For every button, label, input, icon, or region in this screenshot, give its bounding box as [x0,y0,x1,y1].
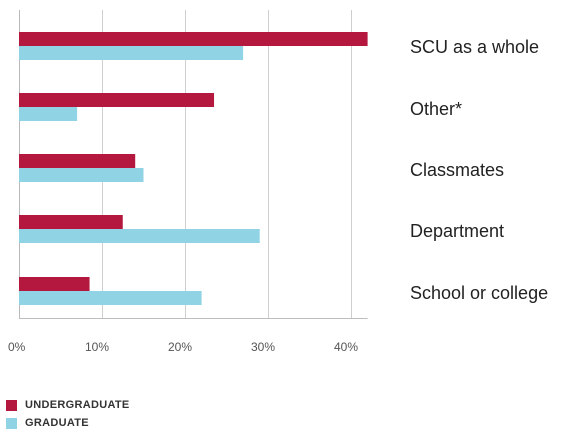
legend-label-undergraduate: UNDERGRADUATE [25,399,130,411]
bar-graduate-0 [19,46,244,60]
category-label-department: Department [410,221,505,241]
bar-undergraduate-1 [19,93,215,107]
legend-swatch-undergraduate [6,399,17,411]
x-tick-label-30: 30% [251,340,276,354]
bar-graduate-1 [19,107,78,121]
category-label-school: School or college [410,283,549,303]
legend-item-undergraduate: UNDERGRADUATE [6,396,130,414]
category-label-other: Other* [410,99,463,119]
legend: UNDERGRADUATE GRADUATE [6,396,130,432]
x-tick-label-40: 40% [334,340,359,354]
category-label-classmates: Classmates [410,160,505,180]
bar-undergraduate-2 [19,154,136,168]
legend-item-graduate: GRADUATE [6,414,130,432]
bar-undergraduate-0 [19,32,368,46]
x-tick-label-10: 10% [85,340,110,354]
x-tick-label-20: 20% [168,340,193,354]
legend-label-graduate: GRADUATE [25,417,89,429]
bar-graduate-4 [19,291,202,305]
bar-graduate-3 [19,229,260,243]
bar-undergraduate-4 [19,277,90,291]
x-tick-label-0: 0% [8,340,26,354]
legend-swatch-graduate [6,417,17,429]
category-label-scu: SCU as a whole [410,37,540,57]
bar-undergraduate-3 [19,215,123,229]
bar-graduate-2 [19,168,144,182]
